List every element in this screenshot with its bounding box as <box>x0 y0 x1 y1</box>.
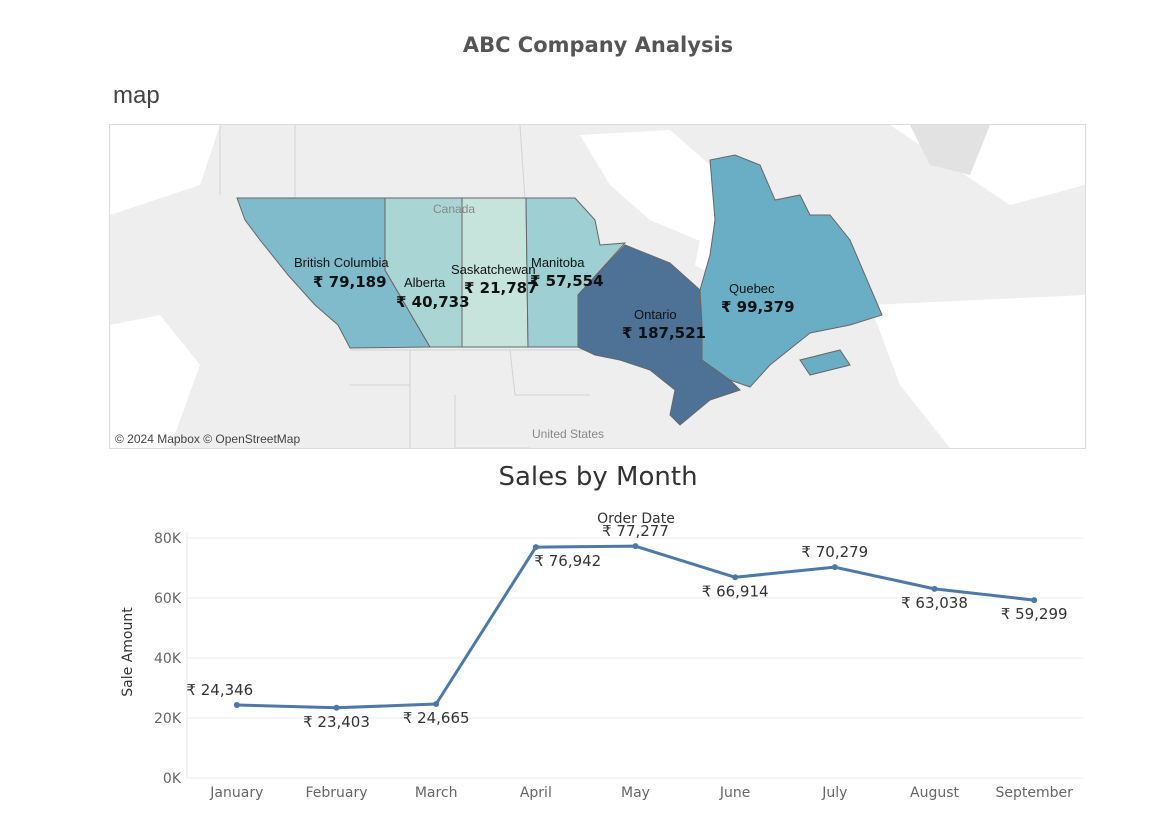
data-label: ₹ 63,038 <box>901 594 968 612</box>
data-label: ₹ 24,346 <box>186 681 253 699</box>
province-shapes <box>236 154 883 426</box>
chart-svg: 0K 20K 40K 60K 80K January February March April… <box>120 511 1084 801</box>
data-point[interactable] <box>732 574 739 581</box>
y-axis-ticks: 0K 20K 40K 60K 80K <box>154 531 182 787</box>
province-label-ontario: Ontario <box>634 307 677 322</box>
y-tick-label: 80K <box>154 531 182 547</box>
data-point[interactable] <box>233 701 240 708</box>
pacific-coast-water <box>110 315 200 448</box>
gridlines <box>186 532 1084 779</box>
data-labels: ₹ 24,346 ₹ 23,403 ₹ 24,665 ₹ 76,942₹ 77,277… <box>186 522 1067 731</box>
x-tick-label: February <box>305 785 367 801</box>
province-shape-manitoba[interactable] <box>525 197 627 348</box>
data-label: ₹ 23,403 <box>303 713 370 731</box>
data-point[interactable] <box>931 585 938 592</box>
x-tick-label: July <box>821 785 847 801</box>
atlantic-water <box>870 295 1085 448</box>
x-tick-label: January <box>209 785 263 801</box>
x-tick-label: May <box>621 785 650 801</box>
chart-title: Sales by Month <box>498 462 698 492</box>
map-view[interactable]: Canada United States British Columbia ₹ … <box>109 124 1086 449</box>
y-tick-label: 60K <box>154 591 182 607</box>
province-label-british-columbia: British Columbia <box>294 255 389 270</box>
province-value-alberta: ₹ 40,733 <box>396 293 470 311</box>
province-label-manitoba: Manitoba <box>531 255 585 270</box>
data-label: ₹ 77,277 <box>602 522 669 540</box>
data-point[interactable] <box>831 564 838 571</box>
province-value-manitoba: ₹ 57,554 <box>530 272 604 290</box>
country-label-canada: Canada <box>433 202 476 216</box>
data-point[interactable] <box>632 543 639 550</box>
data-label: ₹ 59,299 <box>1001 605 1068 623</box>
sales-line-chart: 0K 20K 40K 60K 80K January February March April… <box>0 500 1151 829</box>
data-label: ₹ 66,914 <box>702 582 769 600</box>
data-point[interactable] <box>532 544 539 551</box>
y-tick-label: 40K <box>154 651 182 667</box>
data-label: ₹ 24,665 <box>403 709 470 727</box>
x-axis-ticks: January February March April May June July Augu… <box>209 785 1073 801</box>
province-shape-quebec[interactable] <box>699 154 883 388</box>
map-caption: map <box>113 82 160 109</box>
x-tick-label: June <box>719 785 751 801</box>
province-value-ontario: ₹ 187,521 <box>622 324 706 342</box>
province-label-alberta: Alberta <box>404 275 446 290</box>
province-value-british-columbia: ₹ 79,189 <box>313 273 387 291</box>
greenland-land <box>910 125 990 175</box>
x-tick-label: April <box>520 785 552 801</box>
map-canvas <box>110 125 1085 448</box>
data-point[interactable] <box>1031 597 1038 604</box>
pacific-water <box>110 125 220 215</box>
x-tick-label: September <box>995 785 1073 801</box>
data-label: ₹ 70,279 <box>801 543 868 561</box>
province-value-saskatchewan: ₹ 21,787 <box>464 279 538 297</box>
y-tick-label: 20K <box>154 711 182 727</box>
province-label-quebec: Quebec <box>729 281 775 296</box>
dashboard-title: ABC Company Analysis <box>462 33 734 57</box>
data-point[interactable] <box>433 701 440 708</box>
province-value-quebec: ₹ 99,379 <box>721 298 795 316</box>
map-attribution[interactable]: © 2024 Mapbox © OpenStreetMap <box>115 432 301 446</box>
province-label-saskatchewan: Saskatchewan <box>451 262 536 277</box>
data-point[interactable] <box>333 704 340 711</box>
province-shape-alberta[interactable] <box>384 197 463 348</box>
country-label-us: United States <box>532 427 605 441</box>
x-tick-label: March <box>415 785 458 801</box>
x-tick-label: August <box>910 785 960 801</box>
series-line <box>236 544 1035 710</box>
data-label: ₹ 76,942 <box>534 552 601 570</box>
sales-line <box>236 544 1035 710</box>
x-axis-title: Order Date <box>597 511 675 527</box>
series-points <box>233 543 1038 711</box>
y-axis-title: Sale Amount <box>120 607 136 697</box>
y-tick-label: 0K <box>163 771 182 787</box>
pei-ns-shape <box>799 349 851 376</box>
